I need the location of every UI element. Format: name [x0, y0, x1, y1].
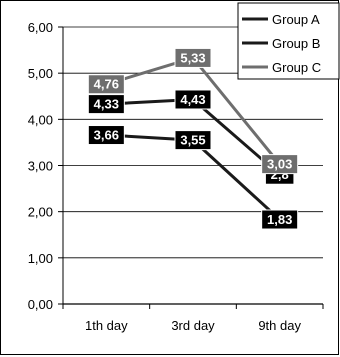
- x-tick-label: 1th day: [85, 318, 128, 333]
- y-tick-label: 5,00: [28, 66, 53, 81]
- data-label-text: 4,43: [180, 92, 205, 107]
- data-label-text: 1,83: [267, 212, 292, 227]
- data-label-box: [87, 125, 125, 146]
- y-tick-label: 2,00: [28, 205, 53, 220]
- data-label-box: [87, 74, 125, 95]
- axis-layer: 0,00 1,00 2,00 3,00 4,00 5,00 6,00 1th day 3rd d…: [28, 20, 324, 333]
- legend-label: Group B: [272, 36, 320, 51]
- data-label-text: 4,33: [94, 97, 119, 112]
- data-label-text: 3,03: [267, 157, 292, 172]
- data-label-box: [174, 130, 212, 151]
- data-label-text: 5,33: [180, 50, 205, 65]
- legend-label: Group A: [272, 12, 320, 27]
- x-tick-label: 9th day: [258, 318, 301, 333]
- data-label-layer: 3,66 3,551,834,33 4,432,84,765,333,03: [87, 47, 299, 230]
- data-label: 3,55: [174, 130, 212, 151]
- y-tick-label: 4,00: [28, 112, 53, 127]
- x-tick-label: 3rd day: [171, 318, 215, 333]
- data-label: 3,66: [87, 125, 125, 146]
- data-label-box: [174, 47, 212, 68]
- data-label: 4,33: [87, 94, 125, 115]
- y-tick-label: 6,00: [28, 20, 53, 35]
- data-label-text: 3,66: [94, 128, 119, 143]
- data-label: 4,76: [87, 74, 125, 95]
- grid-layer: [63, 26, 323, 305]
- data-label-box: [261, 154, 299, 175]
- legend: Group A Group B Group C: [237, 2, 340, 80]
- data-label-text: 3,55: [180, 133, 205, 148]
- data-label-box: [87, 94, 125, 115]
- data-label-box: [261, 209, 299, 230]
- data-label: 3,03: [261, 154, 299, 175]
- data-label: 1,83: [261, 209, 299, 230]
- legend-label: Group C: [272, 60, 321, 75]
- y-tick-label: 0,00: [28, 297, 53, 312]
- y-tick-label: 1,00: [28, 251, 53, 266]
- data-label-box: [174, 89, 212, 110]
- data-label-text: 4,76: [94, 77, 119, 92]
- y-tick-label: 3,00: [28, 159, 53, 174]
- data-label: 4,43: [174, 89, 212, 110]
- data-label: 5,33: [174, 47, 212, 68]
